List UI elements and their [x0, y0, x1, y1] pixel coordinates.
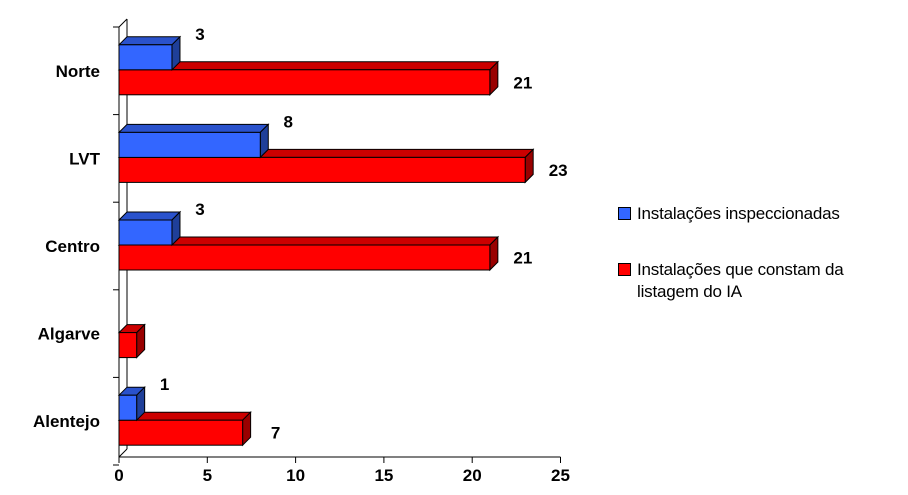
bar-listagem-front [118, 69, 491, 96]
chart-legend: Instalações inspeccionadas Instalações q… [618, 203, 908, 337]
data-label-inspeccionadas: 3 [195, 25, 204, 44]
bar-listagem [117, 323, 146, 359]
x-tick-label: 15 [374, 466, 393, 485]
axis-depth-bottom [118, 448, 128, 458]
bar-inspeccionadas [117, 210, 182, 247]
x-tick-label: 10 [286, 466, 305, 485]
bar-listagem [117, 410, 252, 447]
x-tick-label: 25 [551, 466, 570, 485]
bar-inspeccionadas-front [118, 131, 261, 158]
bar-inspeccionadas-top [117, 36, 182, 46]
bar-inspeccionadas-front [118, 44, 173, 71]
legend-swatch-blue [618, 207, 631, 220]
axis-depth-top [118, 18, 128, 28]
data-label-inspeccionadas: 3 [195, 200, 204, 219]
data-label-listagem: 23 [549, 161, 568, 180]
x-tick-label: 0 [114, 466, 123, 485]
bar-inspeccionadas-front [118, 394, 138, 421]
bar-listagem [117, 148, 535, 184]
chart-labels: 0 5 10 15 20 25 Norte 21 3 LVT 23 8 Centro 21 3 Algarve… [33, 25, 570, 485]
x-tick-label: 20 [463, 466, 482, 485]
x-tick-label: 5 [203, 466, 212, 485]
bar-inspeccionadas [117, 123, 270, 159]
category-label: Alentejo [33, 412, 100, 431]
data-label-listagem: 7 [271, 424, 280, 443]
legend-label-listagem: Instalações que constam da listagem do I… [637, 260, 844, 301]
data-label-inspeccionadas: 8 [284, 112, 293, 131]
legend-item-listagem: Instalações que constam da listagem do I… [618, 259, 908, 303]
bar-listagem [117, 235, 500, 272]
data-label-listagem: 21 [513, 249, 532, 268]
legend-swatch-red [618, 263, 631, 276]
category-label: Algarve [38, 325, 100, 344]
bar-listagem-front [118, 156, 526, 183]
data-label-inspeccionadas: 1 [160, 375, 169, 394]
bar-listagem-front [118, 244, 491, 271]
bar-inspeccionadas-top [117, 211, 182, 221]
bar-inspeccionadas-top [117, 123, 270, 133]
category-label: LVT [69, 149, 100, 168]
category-label: Norte [56, 62, 100, 81]
category-label: Centro [45, 237, 100, 256]
bar-inspeccionadas-front [118, 219, 173, 246]
chart-bars [117, 35, 535, 447]
bar-listagem [117, 60, 500, 97]
legend-item-inspeccionadas: Instalações inspeccionadas [618, 203, 908, 225]
data-label-listagem: 21 [513, 73, 532, 92]
bar-listagem-front [118, 332, 138, 359]
bar-inspeccionadas [117, 35, 182, 72]
bar-inspeccionadas [117, 385, 146, 422]
bar-listagem-front [118, 419, 244, 446]
legend-label-inspeccionadas: Instalações inspeccionadas [637, 204, 840, 223]
